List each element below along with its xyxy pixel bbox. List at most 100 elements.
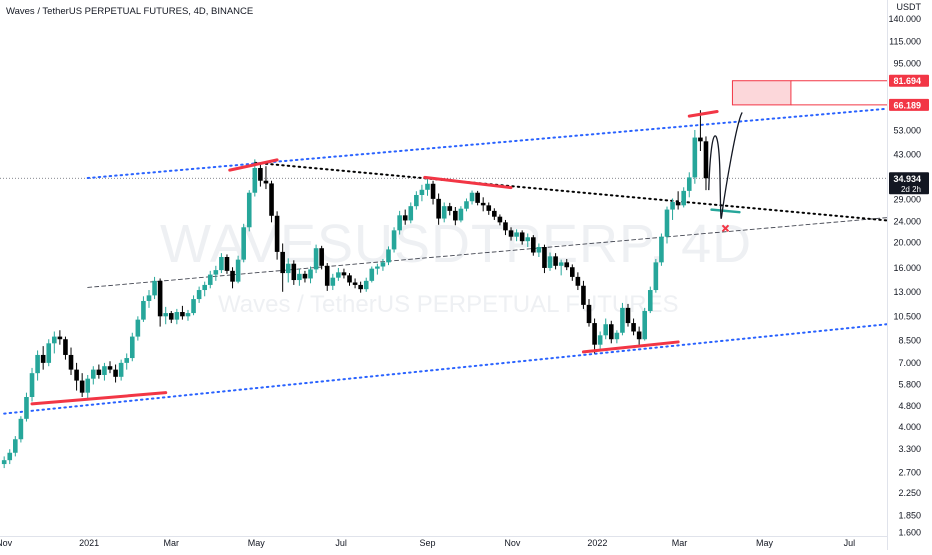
candle[interactable]: [681, 187, 687, 208]
candle[interactable]: [68, 347, 74, 375]
candle[interactable]: [408, 202, 414, 224]
candle[interactable]: [564, 258, 570, 271]
candle[interactable]: [486, 202, 492, 215]
candle[interactable]: [280, 243, 285, 292]
candle[interactable]: [614, 330, 620, 344]
candle[interactable]: [503, 219, 508, 236]
candle[interactable]: [74, 362, 79, 391]
candle[interactable]: [174, 308, 180, 325]
target-price-tag-bg[interactable]: [889, 74, 929, 87]
price-axis[interactable]: 140.000 115.000 95.000 53.000 43.000 29.000 24…: [888, 14, 929, 537]
candle[interactable]: [453, 207, 458, 226]
candle[interactable]: [141, 296, 146, 322]
candle[interactable]: [330, 273, 336, 291]
candle[interactable]: [85, 374, 91, 400]
candle[interactable]: [597, 331, 603, 349]
candle[interactable]: [363, 277, 369, 292]
candle[interactable]: [63, 336, 68, 360]
candle[interactable]: [185, 309, 191, 321]
candle[interactable]: [152, 276, 157, 300]
candle[interactable]: [402, 209, 408, 225]
descending-trendline[interactable]: [253, 161, 888, 222]
candle[interactable]: [692, 129, 698, 184]
candle[interactable]: [570, 264, 575, 281]
candle[interactable]: [386, 246, 391, 266]
candle[interactable]: [297, 268, 302, 286]
candle[interactable]: [592, 318, 597, 354]
candle[interactable]: [324, 263, 330, 291]
candle[interactable]: [202, 281, 207, 297]
candle[interactable]: [620, 302, 625, 336]
candle[interactable]: [553, 253, 558, 270]
candle[interactable]: [235, 255, 241, 284]
candle[interactable]: [319, 245, 324, 270]
candle[interactable]: [369, 266, 375, 283]
candle[interactable]: [224, 254, 230, 274]
candle[interactable]: [480, 197, 486, 212]
target-zone[interactable]: [731, 80, 792, 106]
candle[interactable]: [664, 206, 670, 244]
channel-upper-line[interactable]: [86, 107, 888, 180]
candle[interactable]: [631, 318, 636, 336]
candle[interactable]: [391, 227, 397, 253]
candle[interactable]: [285, 258, 291, 283]
candle[interactable]: [96, 364, 102, 379]
candle[interactable]: [436, 193, 441, 225]
candle[interactable]: [29, 367, 35, 402]
candle[interactable]: [397, 210, 402, 235]
candle[interactable]: [308, 266, 313, 284]
candle[interactable]: [414, 191, 419, 210]
candle[interactable]: [531, 235, 536, 256]
candle[interactable]: [352, 278, 358, 289]
candle[interactable]: [35, 350, 40, 381]
highlight-segment[interactable]: [581, 340, 680, 354]
candle[interactable]: [647, 286, 653, 314]
candle[interactable]: [129, 332, 135, 362]
candle[interactable]: [90, 366, 96, 385]
candle[interactable]: [263, 166, 269, 190]
candle[interactable]: [419, 184, 425, 202]
candle[interactable]: [608, 320, 614, 344]
candle[interactable]: [675, 191, 681, 210]
support-segment[interactable]: [710, 208, 741, 214]
candle[interactable]: [196, 286, 202, 303]
candle[interactable]: [547, 252, 553, 271]
candle[interactable]: [642, 307, 648, 341]
candle[interactable]: [464, 198, 469, 212]
candle[interactable]: [7, 449, 13, 465]
candle[interactable]: [542, 244, 547, 274]
candle[interactable]: [341, 268, 347, 279]
candle[interactable]: [52, 331, 57, 354]
candle[interactable]: [492, 208, 497, 220]
candle[interactable]: [1, 456, 7, 469]
candle[interactable]: [269, 180, 274, 223]
candle[interactable]: [519, 230, 525, 245]
candle[interactable]: [659, 233, 664, 266]
candle[interactable]: [274, 211, 280, 260]
highlight-segment[interactable]: [228, 158, 279, 172]
candle[interactable]: [425, 177, 430, 196]
candle[interactable]: [230, 267, 235, 289]
last-price-tag-bg[interactable]: [889, 172, 929, 195]
candle[interactable]: [163, 306, 169, 325]
candle[interactable]: [653, 258, 659, 293]
candle[interactable]: [24, 392, 29, 422]
candle[interactable]: [313, 244, 319, 274]
candle[interactable]: [475, 190, 480, 206]
candle[interactable]: [698, 110, 703, 151]
candle[interactable]: [302, 270, 308, 283]
candle[interactable]: [291, 260, 297, 285]
candle[interactable]: [168, 310, 174, 324]
candle[interactable]: [40, 346, 46, 370]
candle[interactable]: [469, 190, 475, 205]
candle[interactable]: [525, 233, 531, 248]
candle[interactable]: [246, 190, 252, 232]
candle[interactable]: [347, 273, 352, 286]
candle[interactable]: [13, 436, 18, 457]
channel-mid-line[interactable]: [87, 217, 888, 288]
candle[interactable]: [686, 172, 692, 198]
candle[interactable]: [102, 362, 107, 381]
candle[interactable]: [135, 316, 141, 341]
candle[interactable]: [575, 272, 581, 291]
